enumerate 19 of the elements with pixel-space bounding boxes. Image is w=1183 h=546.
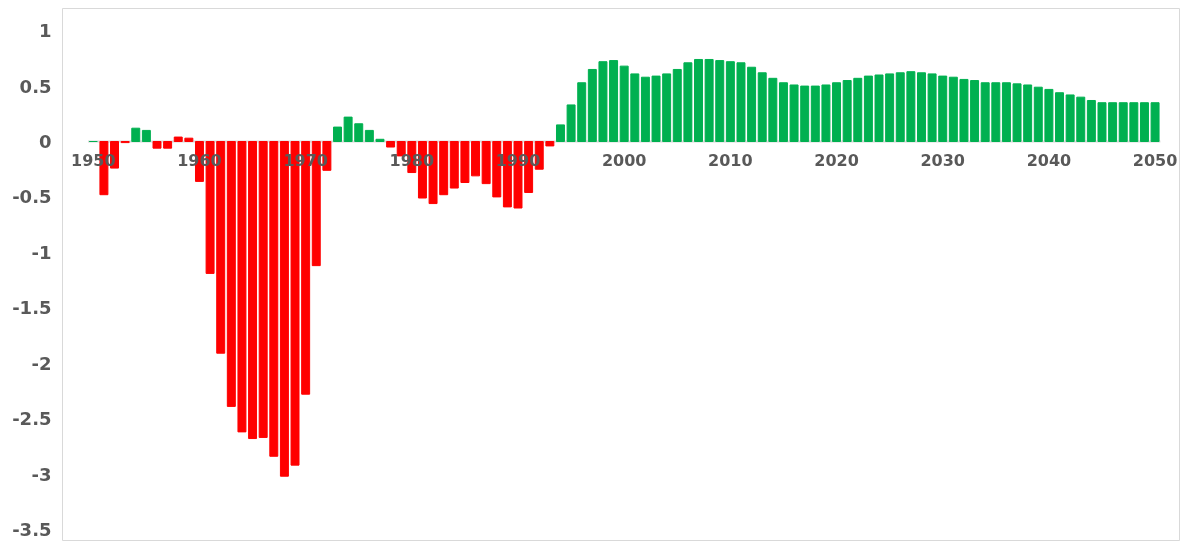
x-tick-label: 2040 [1026,150,1072,170]
y-tick-label: -3.5 [12,518,52,540]
y-tick-label: -2 [31,352,52,374]
bar [141,129,151,142]
x-tick-label: 2020 [814,150,859,170]
y-tick-label: -3 [31,463,52,485]
y-tick-label: -1 [31,241,52,263]
y-tick-label: 1 [38,20,52,42]
x-tick-label: 2030 [920,150,965,170]
y-tick-label: -1.5 [12,297,52,319]
x-tick-label: 2000 [601,150,647,170]
y-tick-label: -0.5 [12,186,52,208]
bar [131,127,141,142]
x-tick-label: 2050 [1132,150,1178,170]
bar [386,141,396,148]
y-tick-label: 0 [38,131,52,152]
x-tick-label: 2010 [708,150,753,170]
y-tick-label: 0.5 [19,75,52,97]
y-tick-label: -2.5 [12,408,52,430]
